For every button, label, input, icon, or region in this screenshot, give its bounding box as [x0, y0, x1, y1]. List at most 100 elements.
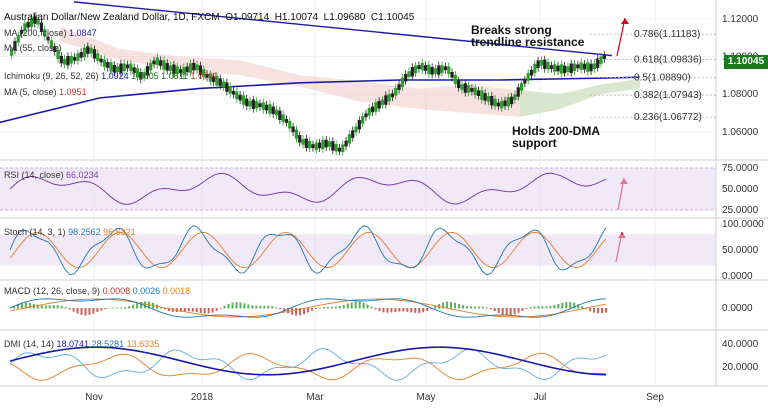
macd-histogram-bar: [553, 305, 556, 309]
candle-body: [553, 64, 557, 72]
macd-histogram-bar: [104, 308, 107, 310]
candle-body: [543, 59, 547, 69]
macd-histogram-bar: [402, 308, 405, 312]
ma200-line: [0, 76, 641, 124]
candle-body: [510, 96, 514, 105]
macd-histogram-bar: [100, 308, 103, 311]
candle-body: [16, 35, 20, 43]
candle-body: [440, 65, 444, 73]
candle-body: [463, 83, 467, 93]
candle-body: [384, 95, 388, 105]
macd-histogram-bar: [231, 302, 234, 309]
candle-body: [582, 63, 587, 70]
candle-body: [255, 100, 259, 109]
macd-histogram-bar: [116, 307, 119, 309]
candle-body: [500, 100, 504, 109]
macd-histogram-bar: [585, 308, 588, 310]
candle-body: [112, 64, 116, 73]
stoch-k-value: 98.2562: [68, 227, 101, 237]
candle-body: [159, 60, 163, 66]
candle-body: [288, 120, 292, 129]
candle-body: [43, 29, 47, 37]
macd-histogram-bar: [318, 307, 321, 309]
candle-body: [33, 16, 37, 24]
candle-body: [572, 63, 577, 72]
candle-body: [291, 126, 295, 133]
macd-histogram-bar: [88, 308, 91, 315]
macd-histogram-bar: [271, 306, 274, 309]
macd-histogram-bar: [378, 308, 381, 312]
macd-histogram-bar: [533, 306, 536, 309]
candle-body: [116, 66, 120, 72]
macd-histogram-bar: [159, 306, 162, 309]
candle-body: [407, 71, 411, 77]
candle-body: [480, 90, 484, 100]
ma5-label[interactable]: MA (5, close): [4, 87, 57, 97]
candle-body: [586, 62, 590, 72]
current-price-badge: 1.10045: [724, 55, 768, 69]
macd-label[interactable]: MACD (12, 26, close, 9): [4, 286, 101, 296]
rsi-label[interactable]: RSI (14, close): [4, 170, 64, 180]
candle-body: [53, 46, 57, 52]
macd-histogram-bar: [96, 308, 99, 313]
macd-histogram-bar: [124, 307, 127, 309]
macd-histogram-bar: [593, 308, 596, 313]
ma5-value: 1.0951: [59, 87, 87, 97]
macd-histogram-bar: [473, 306, 476, 309]
candle-body: [92, 49, 97, 59]
macd-histogram-bar: [410, 308, 413, 313]
macd-histogram-bar: [509, 308, 512, 316]
macd-histogram-bar: [350, 302, 353, 309]
dmi-minus-value: 13.6335: [126, 339, 160, 349]
candle-body: [284, 119, 289, 123]
macd-histogram-bar: [354, 301, 357, 309]
dmi-axis-label: 20.0000: [722, 362, 759, 373]
ma200-label[interactable]: MA (200, close): [4, 28, 67, 38]
macd-histogram-bar: [227, 303, 230, 309]
candle-body: [69, 56, 73, 64]
macd-histogram-bar: [386, 308, 389, 313]
ma55-label[interactable]: MA (55, close): [4, 43, 62, 53]
macd-histogram-bar: [529, 307, 532, 309]
candle-body: [56, 49, 60, 60]
candle-body: [258, 103, 262, 108]
macd-histogram-bar: [140, 301, 143, 309]
macd-line-value: 0.0026: [132, 286, 161, 296]
candle-body: [327, 141, 332, 147]
stoch-label[interactable]: Stoch (14, 3, 1): [4, 227, 66, 237]
macd-histogram-bar: [211, 308, 214, 313]
candle-body: [314, 142, 318, 151]
candle-body: [476, 90, 481, 96]
candle-body: [380, 99, 385, 106]
macd-histogram-bar: [64, 307, 67, 309]
ichimoku-value-1: 1.0924: [101, 71, 129, 81]
macd-histogram-bar: [80, 308, 83, 315]
macd-histogram-bar: [497, 308, 500, 313]
candle-body: [523, 79, 527, 84]
candle-body: [208, 74, 212, 82]
macd-histogram-bar: [577, 304, 580, 309]
candle-body: [470, 88, 474, 92]
trendline-resistance: [73, 1, 613, 57]
candle-body: [36, 18, 40, 25]
macd-histogram-bar: [167, 308, 170, 311]
macd-histogram-bar: [36, 304, 39, 309]
candle-body: [556, 65, 560, 72]
candle-body: [79, 52, 83, 58]
candle-body: [72, 56, 77, 61]
dmi-label[interactable]: DMI (14, 14): [4, 339, 55, 349]
macd-histogram-bar: [132, 304, 135, 309]
time-tick-label: Jul: [534, 392, 547, 403]
macd-histogram-bar: [235, 302, 238, 309]
macd-histogram-bar: [163, 308, 166, 310]
candle-body: [496, 102, 500, 107]
fib-level-label: 0.236(1.06772): [634, 112, 702, 123]
ichimoku-value-2: 1.1005: [131, 71, 159, 81]
ichimoku-label[interactable]: Ichimoku (9, 26, 52, 26): [4, 71, 99, 81]
macd-histogram-bar: [517, 308, 520, 313]
macd-histogram-bar: [434, 306, 437, 309]
macd-histogram-bar: [68, 308, 71, 310]
fib-level-label: 0.5(1.08890): [634, 72, 691, 83]
candle-body: [503, 100, 507, 107]
